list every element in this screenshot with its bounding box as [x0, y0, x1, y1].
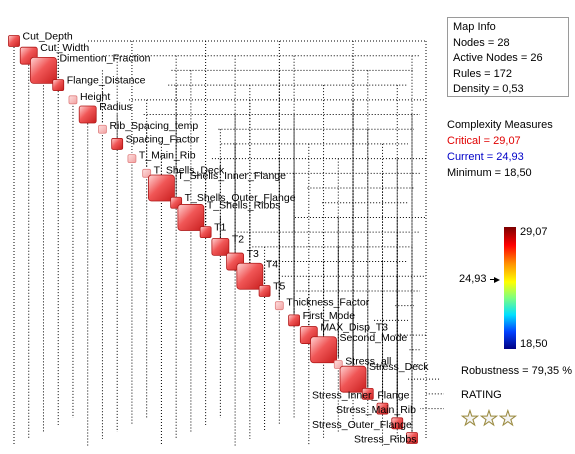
map-node[interactable]	[339, 365, 367, 393]
map-node[interactable]	[199, 226, 212, 239]
map-node[interactable]	[98, 124, 107, 134]
scale-current-label: 24,93	[459, 273, 487, 285]
node-label: T_Shells_Outer_Flange	[185, 192, 296, 204]
current-value: Current = 24,93	[447, 151, 524, 163]
map-node[interactable]	[127, 154, 137, 164]
scale-max-label: 29,07	[520, 226, 548, 238]
node-label: Spacing_Factor	[126, 133, 200, 145]
map-node[interactable]	[78, 105, 97, 124]
map-node[interactable]	[376, 402, 389, 415]
map-node[interactable]	[258, 285, 271, 297]
node-label: Stress_Deck	[369, 361, 429, 373]
map-node[interactable]	[236, 262, 264, 290]
node-label: Cut_Width	[40, 42, 89, 54]
node-label: MAX_Disp_T3	[320, 322, 388, 334]
nodes-count: Nodes = 28	[453, 36, 510, 49]
rating-label: RATING	[461, 389, 502, 401]
node-label: Cut_Depth	[23, 31, 73, 43]
map-node[interactable]	[8, 35, 20, 47]
node-label: T3	[247, 248, 259, 260]
node-label: T_Shells_Deck	[154, 164, 225, 176]
map-info-box: Map Info Nodes = 28 Active Nodes = 26 Ru…	[447, 17, 569, 97]
map-node[interactable]	[68, 95, 78, 105]
node-label: Stress_Outer_Flange	[312, 419, 412, 431]
map-node[interactable]	[391, 417, 404, 430]
node-label: Second_Mode	[340, 332, 408, 344]
node-label: Height	[80, 91, 110, 103]
robustness-value: Robustness = 79,35 %	[461, 365, 572, 377]
map-node[interactable]	[361, 387, 374, 400]
node-label: Stress_all	[345, 355, 391, 367]
node-label: Stress_Ribbs	[354, 434, 416, 446]
node-label: Thickness_Factor	[286, 297, 369, 309]
scale-min-label: 18,50	[520, 338, 548, 350]
complexity-measures: Complexity Measures Critical = 29,07 Cur…	[447, 117, 553, 181]
node-label: T_Shells_Inner_Flange	[177, 170, 286, 182]
star-icon: ★	[479, 408, 498, 431]
node-label: T1	[214, 222, 226, 234]
map-node[interactable]	[333, 360, 343, 369]
map-edges	[13, 40, 444, 446]
node-label: T2	[232, 233, 244, 245]
node-label: T4	[266, 258, 278, 270]
node-label: T5	[273, 280, 285, 292]
node-label: Stress_Main_Rib	[336, 404, 416, 416]
map-node[interactable]	[177, 204, 205, 231]
map-node[interactable]	[211, 237, 230, 256]
star-icon: ★	[498, 408, 517, 431]
rating-stars: ★★★	[461, 406, 518, 431]
active-nodes-count: Active Nodes = 26	[453, 52, 543, 64]
rules-count: Rules = 172	[453, 67, 513, 80]
color-scale-bar	[504, 227, 516, 349]
node-label: Radius	[99, 101, 132, 113]
map-node[interactable]	[142, 168, 152, 178]
map-node[interactable]	[288, 314, 300, 327]
scale-pointer-stem	[490, 279, 495, 280]
map-node[interactable]	[310, 336, 337, 364]
map-info-title: Map Info	[453, 21, 496, 33]
star-icon: ★	[461, 408, 480, 431]
critical-value: Critical = 29,07	[447, 135, 521, 147]
side-panel: Map Info Nodes = 28 Active Nodes = 26 Ru…	[444, 0, 575, 454]
node-label: T_Shells_Ribbs	[207, 199, 281, 211]
node-label: T_Main_Rib	[139, 150, 196, 162]
map-node[interactable]	[30, 57, 57, 84]
minimum-value: Minimum = 18,50	[447, 167, 532, 179]
map-node[interactable]	[148, 174, 175, 202]
node-label: Flange_Distance	[67, 75, 146, 87]
node-label: Rib_Spacing_temp	[109, 120, 198, 132]
scale-pointer-icon	[494, 277, 500, 283]
map-node[interactable]	[406, 432, 418, 444]
complexity-title: Complexity Measures	[447, 119, 553, 131]
map-node[interactable]	[52, 79, 65, 92]
node-label: First_Mode	[303, 310, 356, 322]
density-value: Density = 0,53	[453, 83, 524, 95]
map-node[interactable]	[111, 138, 124, 150]
node-label: Stress_Inner_Flange	[312, 389, 410, 401]
node-label: Dimention_Fraction	[59, 52, 150, 64]
map-node[interactable]	[274, 301, 284, 311]
